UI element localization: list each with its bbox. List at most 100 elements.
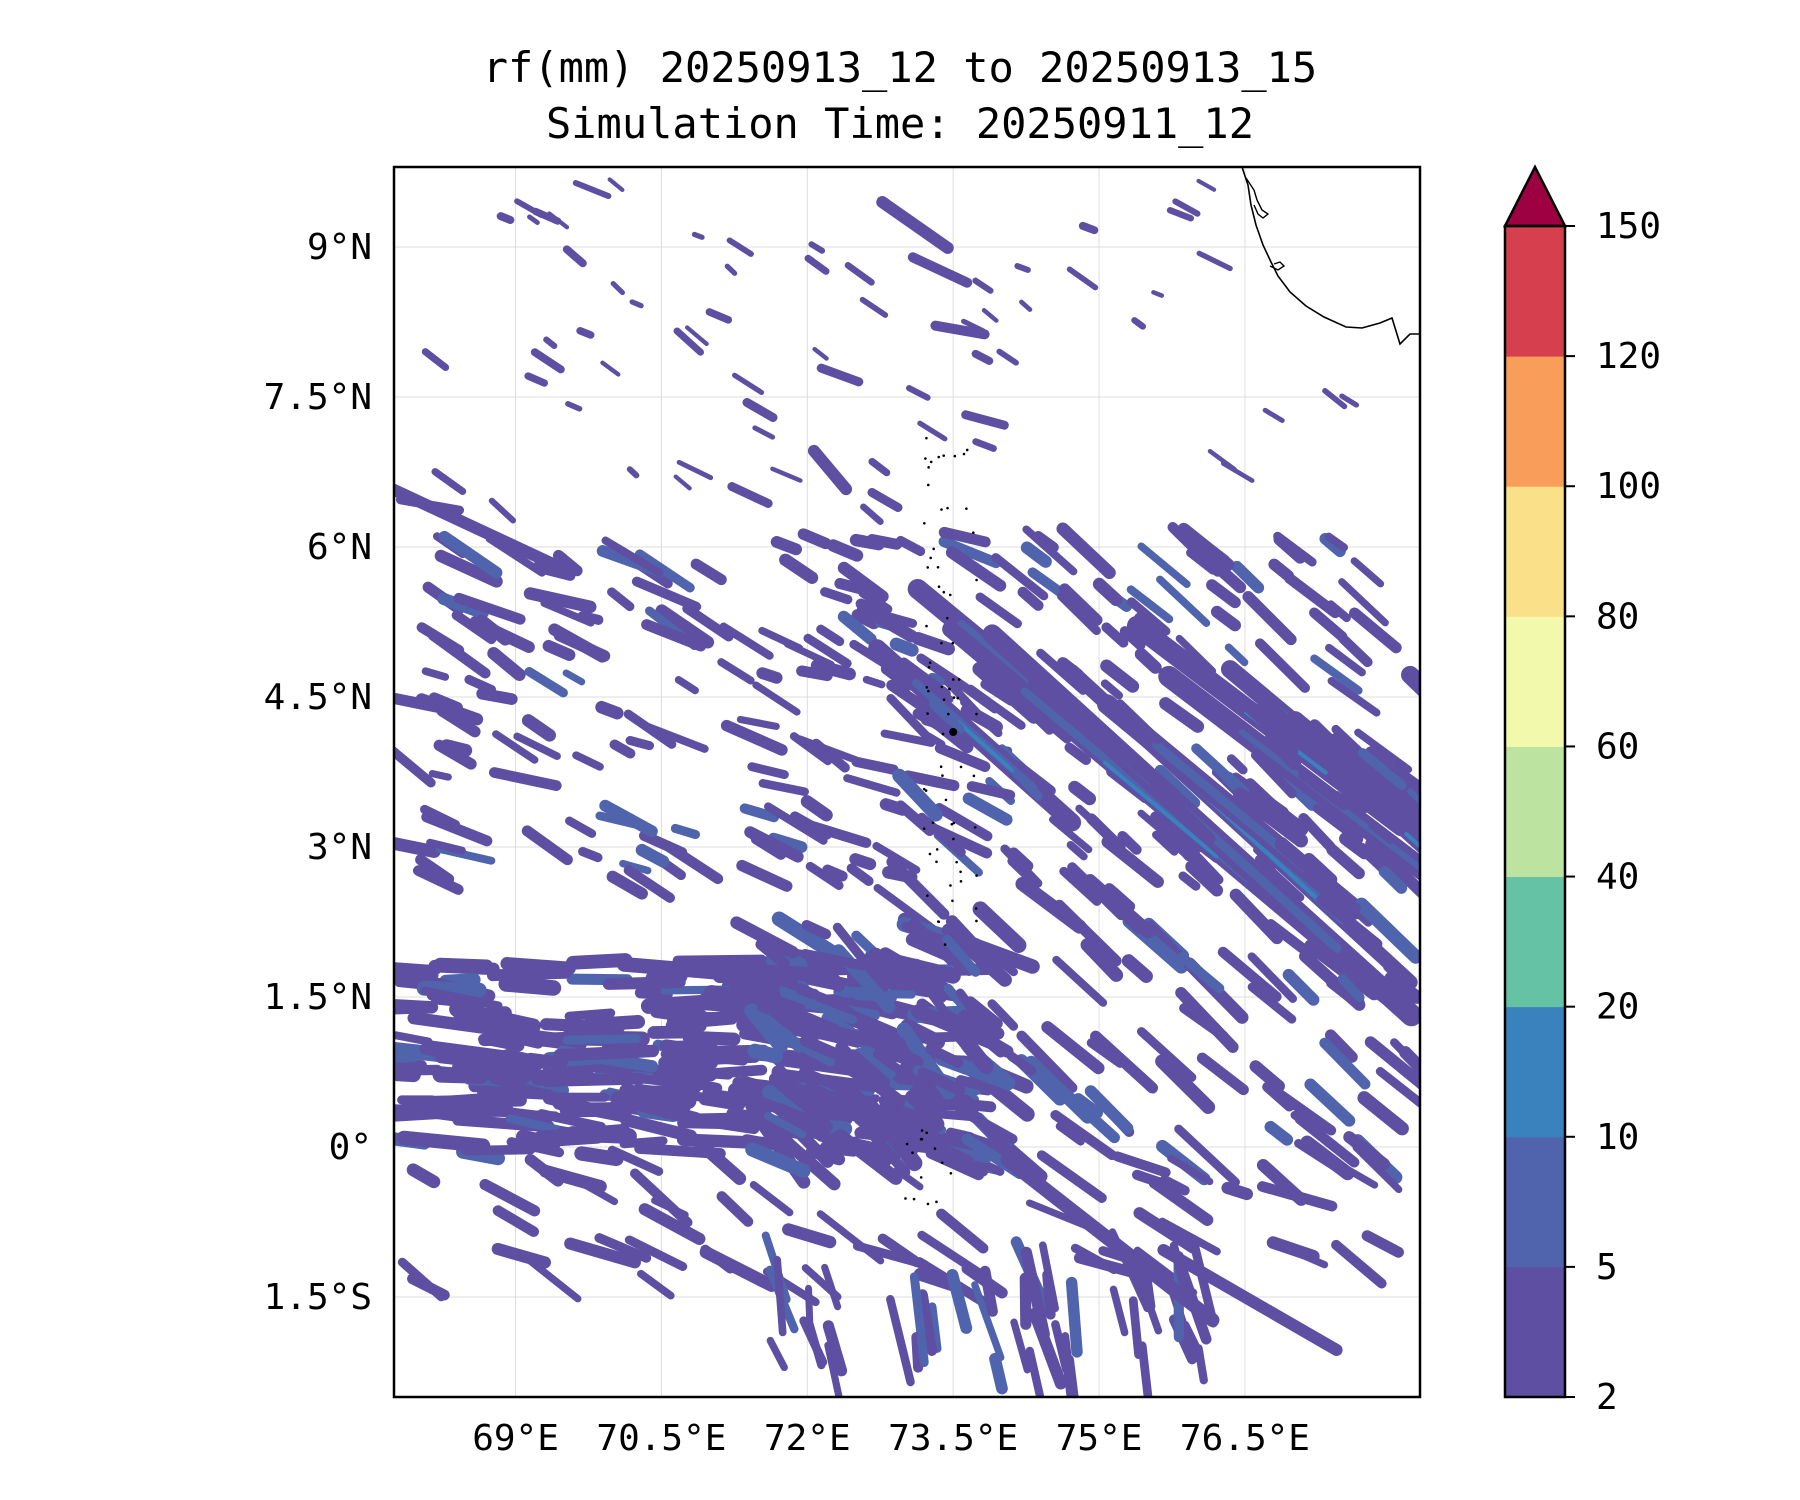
rain-streak: [930, 320, 990, 340]
colorbar-segment: [1505, 1136, 1565, 1268]
rain-streak: [1304, 939, 1381, 1001]
rain-streak: [996, 348, 1019, 366]
rain-streak: [1322, 388, 1348, 410]
rain-streak: [1064, 742, 1092, 766]
rain-streak: [1368, 821, 1395, 844]
rain-streak: [500, 957, 576, 975]
rain-streak: [1134, 647, 1162, 674]
rain-streak: [805, 861, 844, 890]
island-dot: [922, 827, 926, 830]
rain-streak: [1348, 607, 1402, 654]
rain-streak: [810, 659, 856, 681]
rain-streak: [1016, 1030, 1078, 1093]
rain-streak: [565, 1126, 637, 1144]
island-dot: [941, 774, 944, 777]
island-male: [949, 728, 958, 736]
rain-streak: [415, 854, 455, 885]
rain-streak: [744, 826, 804, 863]
rain-streak: [1325, 643, 1366, 677]
rain-streak: [616, 957, 723, 980]
rain-streak: [1126, 585, 1174, 624]
island-dot: [946, 616, 949, 620]
rain-streak: [1324, 1029, 1358, 1063]
rain-streak: [961, 410, 1009, 430]
x-axis-ticks: 69°E 70.5°E 72°E 73.5°E 75°E 76.5°E: [472, 1418, 1310, 1459]
rain-streak: [1229, 888, 1284, 945]
rain-streak: [524, 372, 548, 387]
colorbar-label: 20: [1596, 987, 1639, 1028]
rain-streak: [1268, 558, 1294, 582]
rain-streak: [1067, 862, 1127, 921]
rain-streak: [619, 859, 652, 875]
rain-streak: [1378, 865, 1408, 894]
rain-streak: [676, 459, 714, 481]
colorbar: 2 5 10 20 40 60 80 100 120 150: [1502, 164, 1661, 1418]
rain-streak: [607, 177, 625, 193]
y-tick-label: 0°: [329, 1127, 372, 1168]
rain-streak: [944, 678, 989, 725]
rain-streak: [421, 811, 493, 847]
rain-streak: [1264, 1120, 1294, 1146]
rain-streak: [907, 252, 973, 288]
rain-streak: [849, 853, 877, 871]
rain-streak: [789, 811, 833, 840]
rain-streak: [934, 802, 993, 842]
rain-streak: [1239, 729, 1420, 872]
rain-streak: [476, 687, 518, 705]
rain-streak: [1084, 1085, 1134, 1135]
island-dot: [925, 686, 929, 689]
rain-streak: [843, 774, 901, 797]
rain-streak: [1152, 830, 1179, 856]
rain-streak: [574, 1146, 624, 1167]
island-dot: [951, 678, 955, 681]
rain-streak: [826, 539, 864, 562]
rain-streak: [498, 976, 562, 996]
rain-streak: [396, 1130, 491, 1153]
rain-streak: [553, 1044, 660, 1062]
rain-streak: [1167, 1154, 1214, 1186]
rain-streak: [1273, 1088, 1337, 1136]
rain-streak: [420, 804, 461, 830]
island-dot: [952, 821, 956, 825]
colorbar-segment: [1505, 486, 1565, 617]
x-tick-label: 70.5°E: [596, 1418, 726, 1459]
rain-streak: [572, 180, 612, 200]
rain-streak: [1265, 919, 1318, 961]
rain-streak: [807, 959, 845, 992]
rain-streak: [1247, 952, 1298, 1003]
rain-streak: [913, 1267, 958, 1292]
rain-streak: [626, 466, 640, 479]
rain-streak: [796, 665, 833, 682]
rain-streak: [1059, 866, 1102, 906]
rain-streak: [798, 1066, 853, 1096]
rain-streak: [1350, 557, 1385, 588]
rain-streak: [1078, 221, 1099, 235]
title-line-2: Simulation Time: 20250911_12: [546, 99, 1254, 148]
island-dot: [927, 689, 930, 693]
rain-streak: [397, 1064, 443, 1076]
island-dot: [941, 732, 945, 736]
rain-streak: [880, 729, 936, 747]
rain-streak: [820, 587, 853, 605]
rain-streak: [488, 497, 517, 524]
rain-streak: [950, 676, 1000, 714]
rain-streak: [971, 349, 994, 365]
rain-streak: [1338, 633, 1373, 668]
rain-streak: [641, 619, 707, 652]
colorbar-label: 100: [1596, 466, 1661, 507]
rain-streak: [600, 360, 621, 377]
rain-streak: [1191, 743, 1247, 795]
rain-streak: [564, 1237, 641, 1269]
maldives-islands: [904, 436, 978, 1206]
map-area: [392, 165, 1422, 1399]
rain-streak: [945, 546, 1007, 592]
island-dot: [943, 943, 947, 946]
island-dot: [959, 870, 962, 874]
rain-streak: [917, 1289, 938, 1356]
rain-streak: [1060, 1088, 1120, 1144]
x-tick-label: 69°E: [472, 1418, 559, 1459]
rainfall-field: [394, 177, 1420, 1397]
rain-streak: [1389, 762, 1420, 791]
rain-streak: [1185, 860, 1224, 897]
island-dot: [925, 624, 928, 628]
